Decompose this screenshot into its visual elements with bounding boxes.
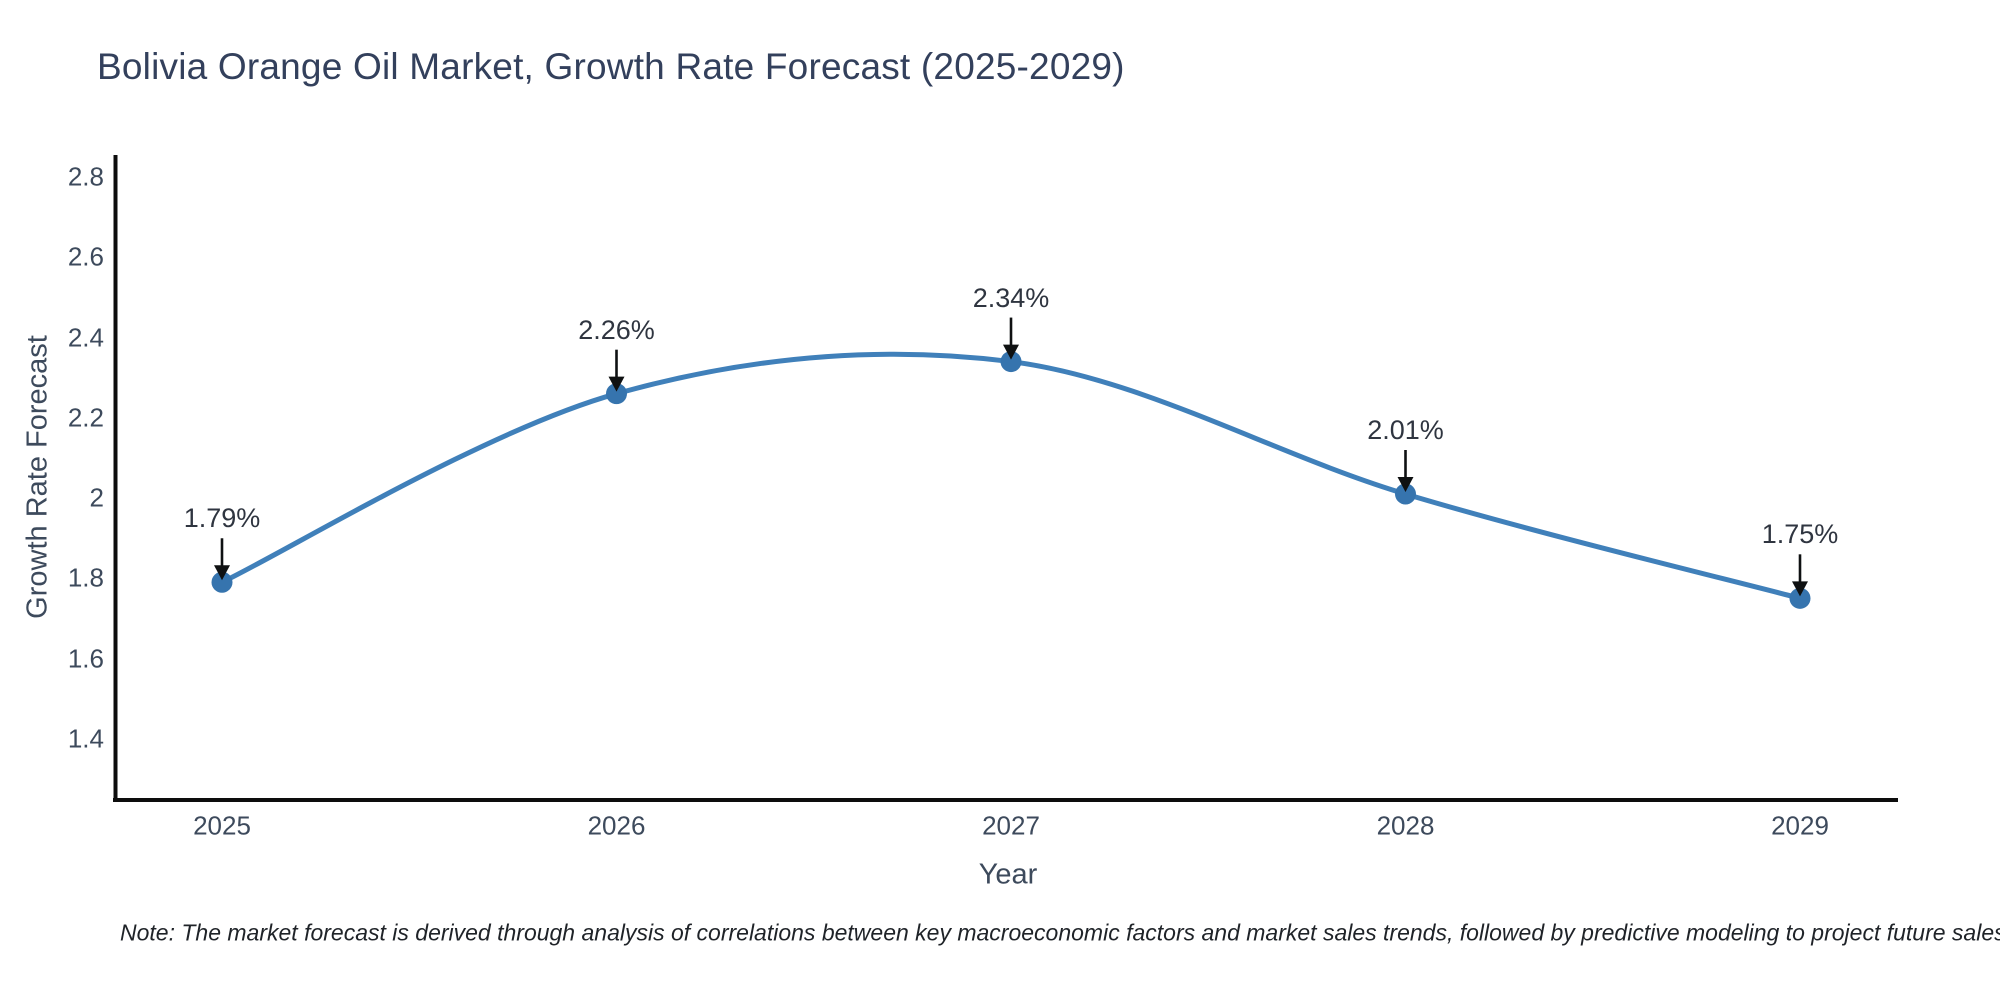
y-axis-title: Growth Rate Forecast <box>21 335 54 619</box>
data-point-marker <box>1000 351 1022 373</box>
annotation-arrow-head <box>608 376 625 392</box>
footnote: Note: The market forecast is derived thr… <box>120 919 2000 946</box>
y-tick-label: 1.4 <box>67 723 104 754</box>
data-point-label: 1.79% <box>183 503 261 534</box>
y-tick-label: 2.8 <box>67 161 104 192</box>
x-tick-label: 2029 <box>1771 810 1829 841</box>
annotation-arrow-head <box>1003 344 1019 360</box>
x-tick-label: 2026 <box>587 810 646 841</box>
y-tick-label: 1.6 <box>67 643 104 673</box>
y-tick-label: 2.2 <box>67 402 104 433</box>
data-point-label: 2.26% <box>578 314 655 345</box>
chart-title: Bolivia Orange Oil Market, Growth Rate F… <box>97 46 1125 87</box>
forecast-line <box>219 351 1803 601</box>
data-point-label: 2.34% <box>972 282 1050 313</box>
x-tick-label: 2028 <box>1376 810 1435 841</box>
annotation-arrow-head <box>1397 476 1414 492</box>
data-point-label: 2.01% <box>1367 414 1444 445</box>
data-point-marker <box>1789 587 1811 609</box>
data-point-marker <box>606 383 627 405</box>
y-tick-label: 1.8 <box>67 562 104 593</box>
data-point-marker <box>1395 483 1416 505</box>
annotation-arrow-head <box>214 565 230 581</box>
data-point-label: 1.75% <box>1761 519 1839 550</box>
x-tick-label: 2025 <box>193 810 251 841</box>
annotation-arrow-head <box>1792 581 1808 597</box>
x-axis-title: Year <box>978 858 1038 891</box>
y-tick-label: 2.4 <box>67 322 104 352</box>
data-point-marker <box>211 571 233 593</box>
y-tick-label: 2 <box>89 482 104 513</box>
x-tick-label: 2027 <box>982 810 1040 841</box>
y-tick-label: 2.6 <box>67 241 104 272</box>
